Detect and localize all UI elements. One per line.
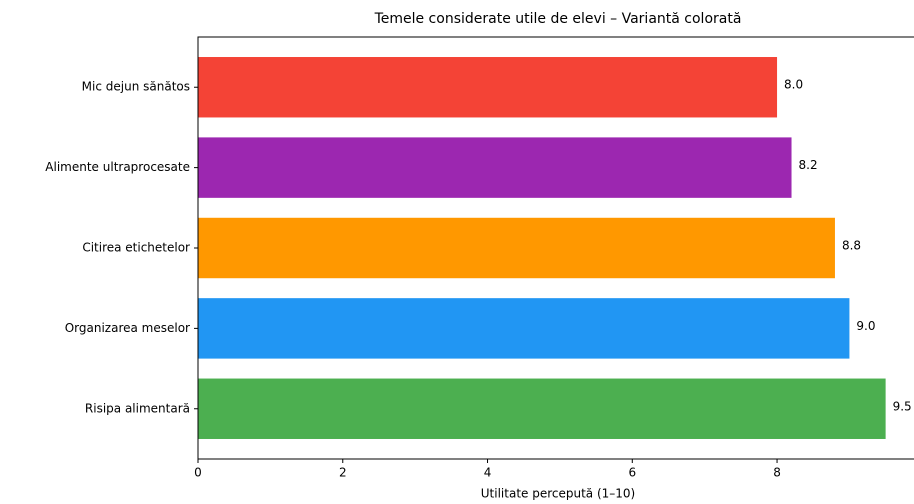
y-tick-label: Risipa alimentară	[85, 401, 190, 415]
y-tick-label: Citirea etichetelor	[82, 241, 190, 255]
value-label: 9.5	[893, 399, 912, 413]
x-tick-label: 6	[628, 466, 636, 480]
bar	[198, 57, 778, 118]
x-tick-label: 8	[773, 466, 781, 480]
value-label: 8.8	[842, 239, 861, 253]
plot-frame	[197, 36, 914, 460]
bar	[198, 137, 792, 198]
value-label: 8.2	[799, 158, 818, 172]
y-tick-label: Alimente ultraprocesate	[45, 160, 190, 174]
y-tick-label: Organizarea meselor	[65, 321, 190, 335]
y-tick-label: Mic dejun sănătos	[82, 80, 190, 94]
bar	[198, 378, 886, 439]
bar	[198, 298, 850, 359]
x-axis-label: Utilitate percepută (1–10)	[481, 487, 635, 501]
value-label: 9.0	[856, 319, 875, 333]
x-tick-label: 0	[194, 466, 202, 480]
chart-title: Temele considerate utile de elevi – Vari…	[374, 11, 742, 27]
x-tick-label: 2	[339, 466, 347, 480]
bar	[198, 217, 835, 279]
x-tick-label: 4	[484, 466, 492, 480]
value-label: 8.0	[784, 78, 803, 92]
